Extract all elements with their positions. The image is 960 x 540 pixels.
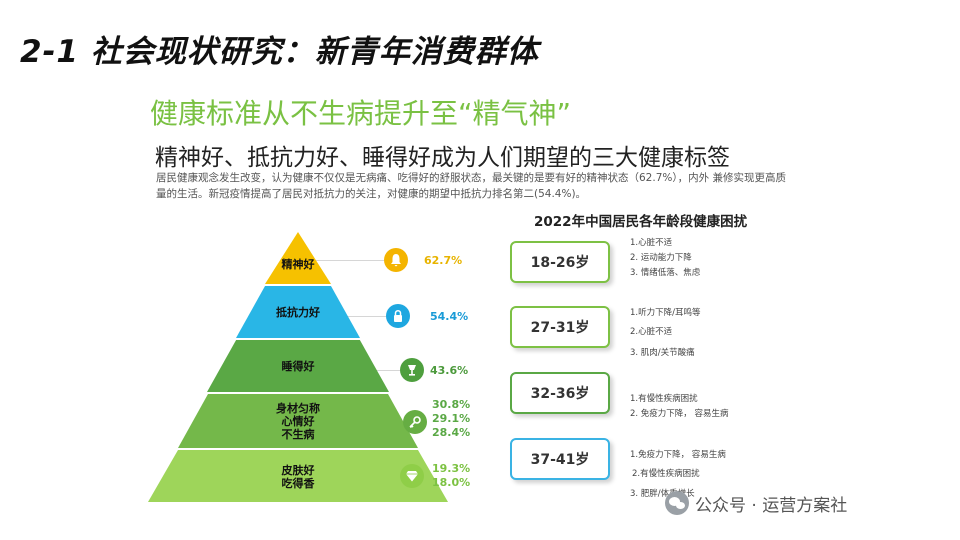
stat-value: 62.7%: [424, 254, 463, 267]
connector-line: [312, 260, 384, 261]
issue-item: 2.有慢性疾病困扰: [632, 469, 700, 479]
pyramid-label-spirit: 精神好: [258, 258, 338, 271]
age-group-32-36: 32-36岁: [510, 372, 610, 414]
pyramid-label-skin: 皮肤好 吃得香: [248, 464, 348, 490]
pyramid-layer-sleep: [207, 340, 389, 392]
issue-item: 1.听力下降/耳鸣等: [630, 308, 701, 318]
pyramid-label-line: 睡得好: [281, 360, 315, 373]
pyramid-label-line: 精神好: [281, 258, 315, 271]
issue-item: 1.免疫力下降， 容易生病: [630, 450, 726, 460]
lock-icon: [386, 304, 410, 328]
panel-title: 2022年中国居民各年龄段健康困扰: [534, 214, 748, 230]
age-group-18-26: 18-26岁: [510, 241, 610, 283]
stat-value: 29.1%: [432, 412, 471, 425]
issue-item: 2. 运动能力下降: [630, 253, 692, 263]
age-group-37-41: 37-41岁: [510, 438, 610, 480]
stat-value: 30.8%: [432, 398, 471, 411]
age-label: 18-26岁: [530, 255, 590, 271]
pyramid-label-immunity: 抵抗力好: [248, 306, 348, 319]
headline: 健康标准从不生病提升至“精气神”: [150, 97, 572, 130]
issue-item: 1.心脏不适: [630, 238, 673, 248]
stat-value: 19.3%: [432, 462, 471, 475]
issue-item: 1.有慢性疾病困扰: [630, 394, 698, 404]
pyramid-label-line: 皮肤好: [281, 464, 315, 477]
subheadline: 精神好、抵抗力好、睡得好成为人们期望的三大健康标签: [155, 145, 730, 171]
diamond-icon: [400, 464, 424, 488]
stat-value: 54.4%: [430, 310, 469, 323]
stat-body: 30.8% 29.1% 28.4%: [432, 398, 470, 440]
connector-line: [368, 370, 400, 371]
description-line: 量的生活。新冠疫情提高了居民对抵抗力的关注，对健康的期望中抵抗力排名第二(54.…: [156, 188, 587, 200]
page-title: 2-1 社会现状研究：新青年消费群体: [20, 34, 539, 70]
issue-item: 2. 免疫力下降， 容易生病: [630, 409, 729, 419]
issue-item: 3. 情绪低落、焦虑: [630, 268, 701, 278]
watermark: 公众号 · 运营方案社: [665, 490, 847, 516]
pyramid-label-sleep: 睡得好: [248, 360, 348, 373]
pyramid-layer-body: [178, 394, 418, 448]
pyramid-label-line: 不生病: [281, 428, 315, 441]
watermark-text: 公众号 · 运营方案社: [695, 495, 848, 516]
stat-skin: 19.3% 18.0%: [432, 462, 470, 490]
description: 居民健康观念发生改变，认为健康不仅仅是无病痛、吃得好的舒服状态，最关键的是要有好…: [156, 170, 916, 202]
stat-value: 18.0%: [432, 476, 471, 489]
pyramid-label-line: 吃得香: [281, 477, 315, 490]
pyramid-label-line: 心情好: [281, 415, 315, 428]
age-label: 27-31岁: [530, 320, 590, 336]
issue-item: 2.心脏不适: [630, 327, 673, 337]
pyramid-layer-skin: [148, 450, 448, 502]
age-label: 37-41岁: [530, 452, 590, 468]
description-line: 居民健康观念发生改变，认为健康不仅仅是无病痛、吃得好的舒服状态，最关键的是要有好…: [156, 172, 786, 184]
stat-spirit: 62.7%: [424, 254, 462, 268]
stat-value: 43.6%: [430, 364, 469, 377]
pyramid-label-line: 抵抗力好: [276, 306, 320, 319]
issue-item: 3. 肌肉/关节酸痛: [630, 348, 695, 358]
key-icon: [403, 410, 427, 434]
lamp-icon: [400, 358, 424, 382]
stat-sleep: 43.6%: [430, 364, 468, 378]
wechat-icon: [665, 491, 689, 515]
age-group-27-31: 27-31岁: [510, 306, 610, 348]
issue-item: 3. 肥胖/体重增长: [630, 489, 695, 499]
age-label: 32-36岁: [530, 386, 590, 402]
pyramid-label-body: 身材匀称 心情好 不生病: [248, 402, 348, 441]
pyramid-label-line: 身材匀称: [276, 402, 320, 415]
connector-line: [340, 316, 386, 317]
stat-immunity: 54.4%: [430, 310, 468, 324]
stat-value: 28.4%: [432, 426, 471, 439]
bell-icon: [384, 248, 408, 272]
